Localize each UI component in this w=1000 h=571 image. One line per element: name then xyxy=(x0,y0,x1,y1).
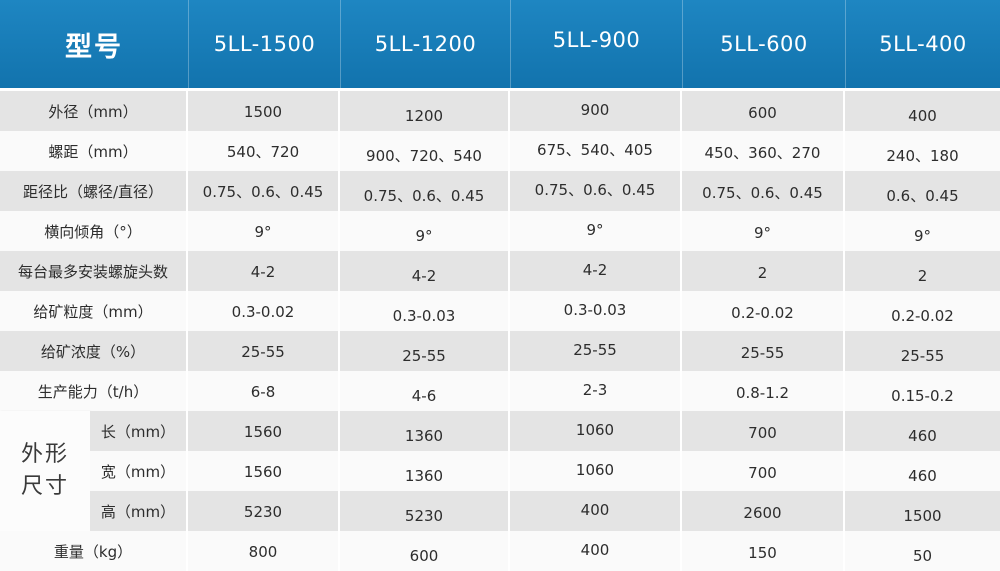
table-cell: 450、360、270 xyxy=(682,131,843,171)
row-label: 长（mm） xyxy=(90,411,186,451)
row-label: 给矿粒度（mm） xyxy=(0,291,186,331)
table-cell: 25-55 xyxy=(188,331,338,371)
group-label-line2: 尺寸 xyxy=(20,474,69,499)
table-cell: 9° xyxy=(188,211,338,251)
table-cell: 25-55 xyxy=(682,331,843,371)
data-column-5ll-400: 400 240、180 0.6、0.45 9° 2 0.2-0.02 25-55… xyxy=(845,91,1000,571)
row-label: 每台最多安装螺旋头数 xyxy=(0,251,186,291)
table-cell: 2 xyxy=(682,251,843,291)
table-cell: 800 xyxy=(188,531,338,571)
table-cell: 400 xyxy=(510,531,680,571)
table-cell: 700 xyxy=(682,411,843,451)
table-cell: 0.2-0.02 xyxy=(682,291,843,331)
table-cell: 2 xyxy=(845,251,1000,291)
data-column-5ll-1200: 1200 900、720、540 0.75、0.6、0.45 9° 4-2 0.… xyxy=(340,91,508,571)
row-label: 宽（mm） xyxy=(90,451,186,491)
table-cell: 5230 xyxy=(340,491,508,531)
dimension-group-label: 外形 尺寸 xyxy=(0,411,90,531)
header-5ll-1200: 5LL-1200 xyxy=(340,0,510,88)
data-column-5ll-900: 900 675、540、405 0.75、0.6、0.45 9° 4-2 0.3… xyxy=(510,91,680,571)
row-label: 重量（kg） xyxy=(0,531,186,571)
table-cell: 1360 xyxy=(340,451,508,491)
table-cell: 2600 xyxy=(682,491,843,531)
table-cell: 9° xyxy=(510,211,680,251)
table-cell: 0.6、0.45 xyxy=(845,171,1000,211)
group-label-line1: 外形 xyxy=(20,442,69,467)
table-cell: 0.2-0.02 xyxy=(845,291,1000,331)
table-cell: 0.8-1.2 xyxy=(682,371,843,411)
table-cell: 900 xyxy=(510,91,680,131)
table-cell: 460 xyxy=(845,451,1000,491)
table-cell: 0.75、0.6、0.45 xyxy=(682,171,843,211)
table-cell: 5230 xyxy=(188,491,338,531)
table-cell: 6-8 xyxy=(188,371,338,411)
table-cell: 1200 xyxy=(340,91,508,131)
row-label: 距径比（螺径/直径） xyxy=(0,171,186,211)
row-label: 生产能力（t/h） xyxy=(0,371,186,411)
table-cell: 400 xyxy=(845,91,1000,131)
header-text: 5LL-400 xyxy=(879,32,967,56)
row-label: 给矿浓度（%） xyxy=(0,331,186,371)
table-cell: 600 xyxy=(340,531,508,571)
table-cell: 675、540、405 xyxy=(510,131,680,171)
header-text: 5LL-600 xyxy=(720,32,808,56)
table-cell: 1060 xyxy=(510,411,680,451)
table-cell: 1560 xyxy=(188,411,338,451)
header-5ll-900: 5LL-900 xyxy=(510,0,682,88)
table-cell: 1500 xyxy=(188,91,338,131)
table-cell: 1360 xyxy=(340,411,508,451)
header-text: 5LL-1200 xyxy=(374,32,477,56)
table-cell: 9° xyxy=(340,211,508,251)
row-label: 外径（mm） xyxy=(0,91,186,131)
table-cell: 25-55 xyxy=(340,331,508,371)
table-cell: 540、720 xyxy=(188,131,338,171)
table-cell: 600 xyxy=(682,91,843,131)
table-cell: 4-2 xyxy=(340,251,508,291)
table-cell: 25-55 xyxy=(845,331,1000,371)
header-text: 5LL-900 xyxy=(552,28,641,52)
table-cell: 400 xyxy=(510,491,680,531)
table-cell: 460 xyxy=(845,411,1000,451)
header-5ll-400: 5LL-400 xyxy=(845,0,1000,88)
table-cell: 4-2 xyxy=(188,251,338,291)
table-cell: 0.75、0.6、0.45 xyxy=(510,171,680,211)
table-cell: 240、180 xyxy=(845,131,1000,171)
table-cell: 9° xyxy=(845,211,1000,251)
dimension-sub-labels: 长（mm） 宽（mm） 高（mm） xyxy=(90,411,186,531)
table-cell: 0.75、0.6、0.45 xyxy=(188,171,338,211)
header-5ll-600: 5LL-600 xyxy=(682,0,845,88)
table-cell: 0.75、0.6、0.45 xyxy=(340,171,508,211)
table-cell: 1060 xyxy=(510,451,680,491)
table-cell: 900、720、540 xyxy=(340,131,508,171)
table-body: 外径（mm） 螺距（mm） 距径比（螺径/直径） 横向倾角（°） 每台最多安装螺… xyxy=(0,91,1000,571)
dimension-group: 外形 尺寸 长（mm） 宽（mm） 高（mm） xyxy=(0,411,186,531)
table-cell: 0.3-0.03 xyxy=(340,291,508,331)
table-cell: 2-3 xyxy=(510,371,680,411)
model-label-text: 型号 xyxy=(65,31,123,63)
table-cell: 0.3-0.03 xyxy=(510,291,680,331)
table-cell: 9° xyxy=(682,211,843,251)
table-cell: 25-55 xyxy=(510,331,680,371)
header-text: 5LL-1500 xyxy=(213,32,316,56)
table-cell: 1560 xyxy=(188,451,338,491)
table-header-row: 型号 5LL-1500 5LL-1200 5LL-900 5LL-600 5LL… xyxy=(0,0,1000,88)
table-cell: 1500 xyxy=(845,491,1000,531)
header-5ll-1500: 5LL-1500 xyxy=(188,0,340,88)
table-cell: 0.3-0.02 xyxy=(188,291,338,331)
table-cell: 4-6 xyxy=(340,371,508,411)
data-column-5ll-1500: 1500 540、720 0.75、0.6、0.45 9° 4-2 0.3-0.… xyxy=(188,91,338,571)
table-cell: 150 xyxy=(682,531,843,571)
table-cell: 50 xyxy=(845,531,1000,571)
row-label-column: 外径（mm） 螺距（mm） 距径比（螺径/直径） 横向倾角（°） 每台最多安装螺… xyxy=(0,91,186,571)
table-cell: 0.15-0.2 xyxy=(845,371,1000,411)
row-label: 高（mm） xyxy=(90,491,186,531)
data-column-5ll-600: 600 450、360、270 0.75、0.6、0.45 9° 2 0.2-0… xyxy=(682,91,843,571)
header-model-label: 型号 xyxy=(0,0,188,88)
row-label: 横向倾角（°） xyxy=(0,211,186,251)
table-cell: 4-2 xyxy=(510,251,680,291)
table-cell: 700 xyxy=(682,451,843,491)
row-label: 螺距（mm） xyxy=(0,131,186,171)
